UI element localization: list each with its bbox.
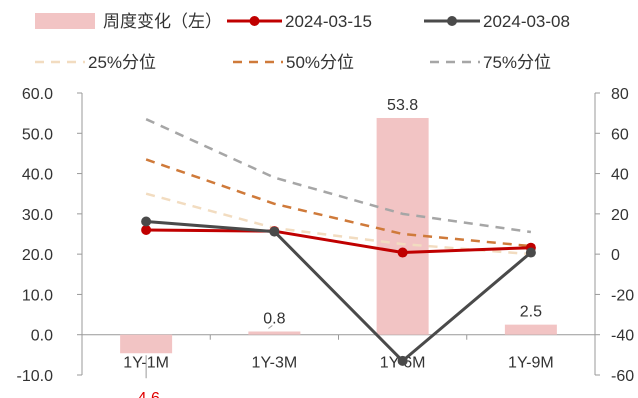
data-label-leader [268, 325, 273, 329]
legend-swatch-marker [447, 16, 457, 26]
left-tick-label: -10.0 [17, 368, 54, 385]
left-tick-label: 60.0 [22, 86, 53, 103]
legend-label: 周度变化（左） [103, 12, 222, 31]
right-tick-label: -60 [611, 368, 634, 385]
legend-swatch-marker [249, 16, 260, 26]
series-line [145, 118, 532, 234]
legend: 周度变化（左） 2024-03-15 2024-03-08 25%分位 50%分位 75%… [35, 12, 570, 72]
legend-label: 75%分位 [483, 53, 551, 72]
bar [248, 331, 301, 335]
bar [120, 334, 173, 354]
bar-data-label: 2.5 [520, 304, 542, 321]
right-tick-label: 0 [611, 247, 620, 264]
legend-swatch-bar [35, 13, 95, 29]
data-labels: -4.6 0.8 53.8 2.5 [132, 97, 542, 398]
series-line [146, 220, 532, 363]
bar-data-label: -4.6 [132, 390, 160, 398]
series-point [397, 247, 408, 258]
lines [141, 118, 536, 366]
x-tick-label: 1Y-9M [508, 355, 554, 372]
series-point [141, 216, 152, 227]
series-line [146, 228, 531, 255]
left-tick-label: 0.0 [31, 328, 53, 345]
bar-data-label: 0.8 [263, 310, 285, 327]
series-line [145, 192, 531, 256]
legend-label: 2024-03-08 [483, 12, 570, 31]
legend-label: 50%分位 [286, 53, 354, 72]
right-tick-label: -20 [611, 287, 634, 304]
legend-label: 25%分位 [88, 53, 156, 72]
right-tick-label: 80 [611, 86, 629, 103]
legend-label: 2024-03-15 [285, 12, 372, 31]
left-tick-label: 10.0 [22, 287, 53, 304]
bar [504, 324, 557, 335]
bar-data-label: 53.8 [387, 97, 418, 114]
left-tick-label: 30.0 [22, 207, 53, 224]
axes: 60.0 50.0 40.0 30.0 20.0 10.0 0.0 -10.0 80 60 40 20… [17, 86, 635, 385]
right-tick-label: 60 [611, 126, 629, 143]
series-point [397, 355, 408, 366]
right-tick-label: 40 [611, 167, 629, 184]
series-point [525, 247, 536, 258]
bars [120, 117, 557, 354]
series-line [145, 158, 531, 248]
left-tick-label: 20.0 [22, 247, 53, 264]
right-tick-label: 20 [611, 207, 629, 224]
series-point [269, 226, 280, 237]
left-tick-label: 50.0 [22, 126, 53, 143]
left-tick-label: 40.0 [22, 167, 53, 184]
bar [376, 117, 429, 335]
right-tick-label: -40 [611, 328, 634, 345]
x-tick-label: 1Y-3M [252, 355, 298, 372]
series-point [141, 224, 152, 235]
